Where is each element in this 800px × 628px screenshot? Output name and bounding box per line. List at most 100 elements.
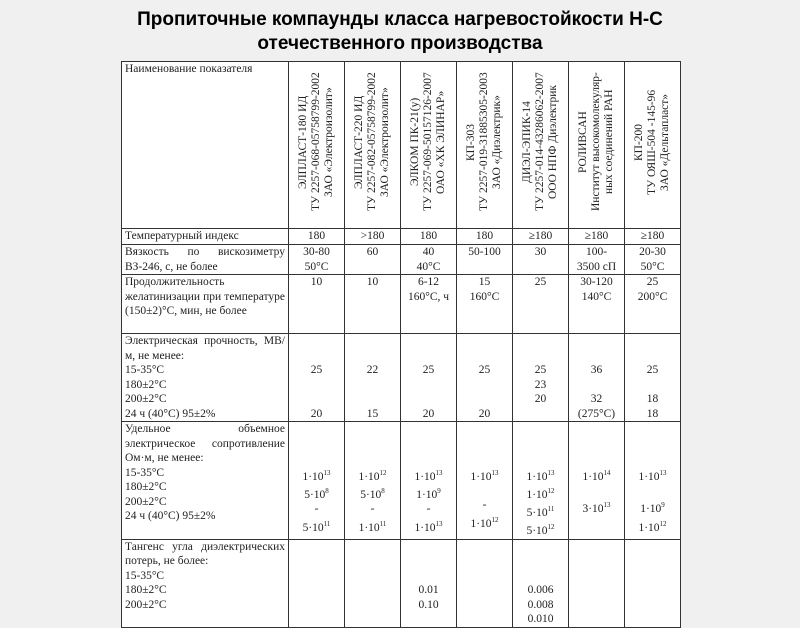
row-label-line: Вязкость по вискозиметру ВЗ-246, с, не б…	[125, 246, 285, 273]
cell-value	[292, 392, 341, 407]
cell-value: 10	[310, 276, 323, 288]
table-cell: 10	[288, 274, 345, 334]
cell-value	[628, 437, 677, 452]
row-label-line: Электрическая прочность, МВ/м, не менее:	[125, 335, 285, 362]
cell-value: 1·1011	[358, 519, 387, 534]
cell-value	[516, 437, 565, 452]
cell-value: -	[426, 503, 431, 516]
cell-value	[516, 569, 565, 584]
cell-value: 5·1012	[526, 523, 555, 538]
column-header-text: РОЛИВСАН Институт высокомолекуляр-ных сое…	[577, 62, 616, 222]
cell-value	[292, 378, 341, 393]
cell-value	[348, 334, 397, 349]
cell-value	[348, 437, 397, 452]
cell-value: 40°C	[416, 260, 441, 273]
cell-value	[292, 349, 341, 364]
cell-value: 0.01	[418, 584, 439, 597]
column-header-text: ЭЛКОМ ПК-21(у) ТУ 2257-069-50157126-2007 О…	[409, 62, 448, 222]
cell-value: 22	[366, 364, 379, 376]
row-label: Температурный индекс	[121, 228, 289, 245]
column-header: КП-200 ТУ ОЯШ-504 -145-96 ЗАО «Дельтапласт…	[624, 61, 681, 229]
cell-value: 1·1013	[638, 468, 667, 483]
cell-value	[404, 540, 453, 555]
cell-value	[404, 378, 453, 393]
cell-value: 25	[422, 364, 435, 376]
table-cell: 1·1012 5·108 - 1·1011	[344, 421, 401, 540]
column-header-line: ЗАО «Диэлектрик»	[491, 95, 503, 189]
cell-value: 30-120	[580, 276, 613, 288]
column-header: ЭЛПЛАСТ-180 ИД ТУ 2257-068-05758799-2002 З…	[288, 61, 345, 229]
header-label: Наименование показателя	[121, 61, 289, 229]
table-cell: 10	[344, 274, 401, 334]
column-header: ЭЛПЛАСТ-220 ИД ТУ 2257-082-05758799-2002 З…	[344, 61, 401, 229]
cell-value: 1·1013	[470, 468, 499, 483]
cell-value	[460, 484, 509, 499]
cell-value: ≥180	[640, 230, 665, 242]
column-header-line: РОЛИВСАН	[577, 111, 589, 173]
column-header-text: КП-200 ТУ ОЯШ-504 -145-96 ЗАО «Дельтапласт…	[633, 62, 672, 222]
cell-value: 200°C	[637, 290, 668, 303]
row-label-line: 24 ч (40°С) 95±2%	[125, 407, 216, 420]
row-label-line: Тангенс угла диэлектрических потерь, не …	[125, 540, 285, 568]
cell-value: 1·1012	[358, 468, 387, 483]
cell-value: 30-80	[303, 246, 330, 258]
cell-value: ≥180	[528, 230, 553, 242]
table-row: Тангенс угла диэлектрических потерь, не …	[121, 538, 681, 628]
cell-value: 180	[419, 230, 438, 242]
cell-value: 1·1013	[526, 468, 555, 483]
row-label: Продолжительность желатинизации при темп…	[121, 274, 289, 334]
cell-value: -	[370, 503, 375, 516]
cell-value	[460, 392, 509, 407]
table-row: Вязкость по вискозиметру ВЗ-246, с, не б…	[121, 244, 681, 275]
cell-value: 20	[478, 407, 491, 420]
row-label-line: 180±2°С	[125, 378, 167, 391]
column-header-line: ЭЛПЛАСТ-180 ИД	[297, 95, 309, 189]
cell-value: 5·1011	[302, 519, 331, 534]
cell-value	[572, 422, 621, 437]
column-header-text: ДИЭЛ-ЭПИК-14 ТУ 2257-014-43286062-2007 ООО…	[521, 62, 560, 222]
table-row: Электрическая прочность, МВ/м, не менее:…	[121, 333, 681, 422]
cell-value	[516, 349, 565, 364]
table-cell: 1·1014 3·1013	[568, 421, 625, 540]
table-cell: 30-80 50°C	[288, 244, 345, 275]
cell-value	[460, 451, 509, 466]
column-header-line: ДИЭЛ-ЭПИК-14	[521, 101, 533, 183]
cell-value: 1·1012	[470, 515, 499, 530]
cell-value: 100-	[585, 246, 608, 258]
cell-value	[628, 349, 677, 364]
title-line-1: Пропиточные компаунды класса нагревостой…	[137, 9, 663, 30]
cell-value	[628, 334, 677, 349]
cell-value: -	[314, 503, 319, 516]
cell-value: 6-12	[417, 276, 440, 288]
cell-value: 25	[310, 364, 323, 376]
cell-value: 20	[534, 393, 547, 405]
column-header-line: ЗАО «Электроизолит»	[379, 87, 391, 197]
row-label-line: Температурный индекс	[125, 230, 239, 242]
row-label-line: Продолжительность желатинизации при темп…	[125, 276, 285, 317]
column-header-line: ТУ 2257-014-43286062-2007	[534, 72, 546, 212]
table-cell: 36 32 (275°C)	[568, 333, 625, 422]
cell-value	[628, 378, 677, 393]
table-cell: 0.01 0.10	[400, 538, 457, 628]
cell-value: 25	[646, 276, 659, 288]
table-cell: 1·1013 1·109 - 1·1013	[400, 421, 457, 540]
cell-value	[460, 437, 509, 452]
cell-value: 160°C	[469, 290, 500, 303]
row-label-line: Удельное объемное электрическое сопротив…	[125, 423, 285, 464]
cell-value: 30	[534, 246, 547, 258]
table-row: Удельное объемное электрическое сопротив…	[121, 421, 681, 540]
cell-value	[572, 517, 621, 532]
cell-value: 0.006	[527, 584, 554, 597]
table-cell: 25 20	[400, 333, 457, 422]
cell-value	[516, 422, 565, 437]
table-cell: 25 18 18	[624, 333, 681, 422]
cell-value	[572, 334, 621, 349]
cell-value	[348, 451, 397, 466]
cell-value: 25	[534, 364, 547, 376]
table-row: Продолжительность желатинизации при темп…	[121, 274, 681, 334]
cell-value: 1·1012	[638, 519, 667, 534]
table-cell: 30-120 140°C	[568, 274, 625, 334]
table-cell: 60	[344, 244, 401, 275]
table-cell: 22 15	[344, 333, 401, 422]
table-cell	[344, 538, 401, 628]
